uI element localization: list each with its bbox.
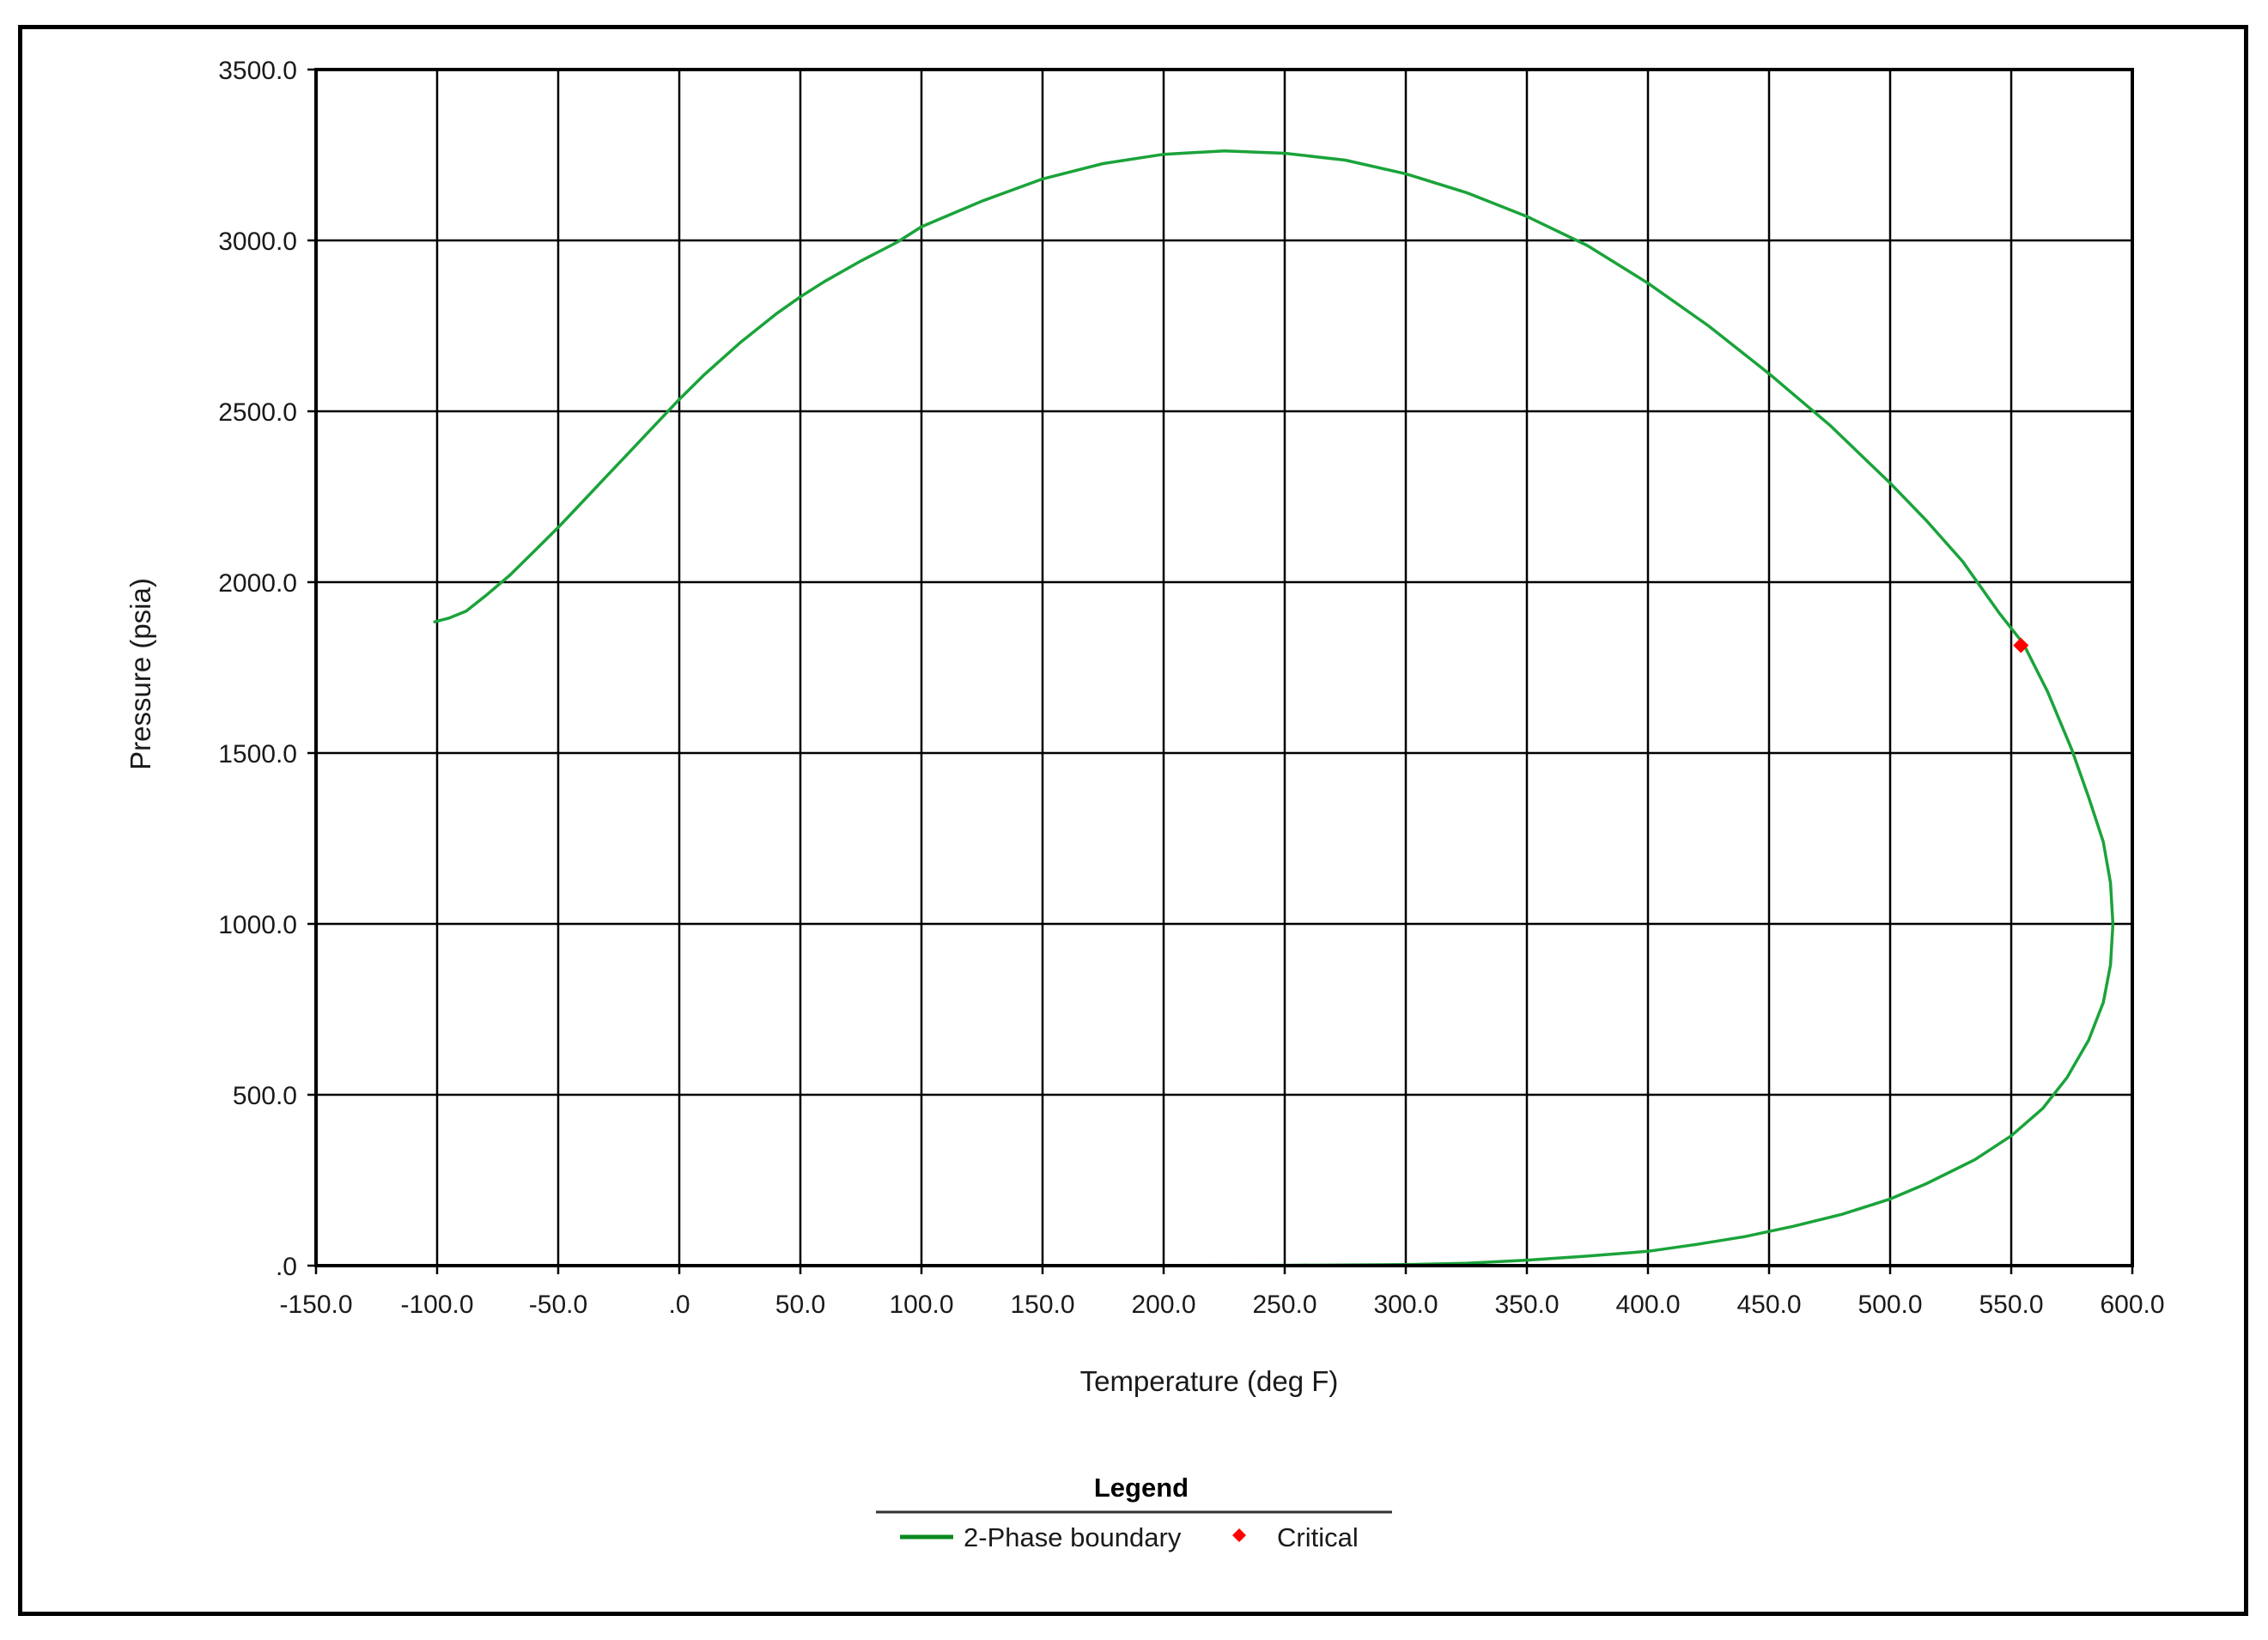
y-tick-label: 500.0 — [233, 1082, 297, 1110]
x-tick-label: 350.0 — [1494, 1291, 1559, 1319]
y-tick-label: 3000.0 — [218, 228, 297, 256]
x-tick-label: 500.0 — [1858, 1291, 1922, 1319]
y-tick-label: 3500.0 — [218, 57, 297, 85]
y-tick-label: 1500.0 — [218, 740, 297, 768]
plot-border — [314, 68, 2134, 1267]
series-line-2-phase-boundary — [433, 149, 2115, 1267]
x-tick-label: 50.0 — [775, 1291, 825, 1319]
x-tick-label: 250.0 — [1252, 1291, 1316, 1319]
x-tick-label: .0 — [668, 1291, 690, 1319]
x-tick-label: 450.0 — [1736, 1291, 1801, 1319]
legend-title: Legend — [1094, 1473, 1189, 1503]
x-tick-label: 300.0 — [1373, 1291, 1438, 1319]
legend-label-2-phase-boundary: 2-Phase boundary — [964, 1522, 1182, 1552]
y-axis-title: Pressure (psia) — [125, 578, 156, 770]
x-tick-label: 200.0 — [1131, 1291, 1195, 1319]
y-tick-label: .0 — [276, 1253, 297, 1281]
x-tick-label: 600.0 — [2100, 1291, 2164, 1319]
x-tick-label: 400.0 — [1615, 1291, 1680, 1319]
x-tick-label: -100.0 — [400, 1291, 473, 1319]
legend-label-critical: Critical — [1277, 1522, 1359, 1552]
critical-point — [2013, 637, 2029, 653]
x-tick-label: 550.0 — [1979, 1291, 2043, 1319]
y-tick-label: 2000.0 — [218, 569, 297, 598]
y-tick-label: 1000.0 — [218, 911, 297, 939]
y-tick-label: 2500.0 — [218, 398, 297, 427]
chart-frame — [18, 25, 2248, 1616]
legend: Legend 2-Phase boundary Critical — [876, 1473, 1392, 1552]
x-axis-title: Temperature (deg F) — [1080, 1365, 1339, 1397]
series-layer — [433, 149, 2115, 1267]
grid — [307, 68, 2134, 1274]
x-tick-label: -150.0 — [279, 1291, 352, 1319]
y-tick-labels: .0 500.0 1000.0 1500.0 2000.0 2500.0 3000.0 350… — [218, 57, 297, 1281]
x-tick-labels: -150.0 -100.0 -50.0 .0 50.0 100.0 150.0 200.0 25… — [279, 1291, 2164, 1319]
legend-swatch-critical — [1232, 1528, 1246, 1542]
x-tick-label: 100.0 — [889, 1291, 953, 1319]
x-tick-label: 150.0 — [1010, 1291, 1074, 1319]
x-tick-label: -50.0 — [529, 1291, 587, 1319]
